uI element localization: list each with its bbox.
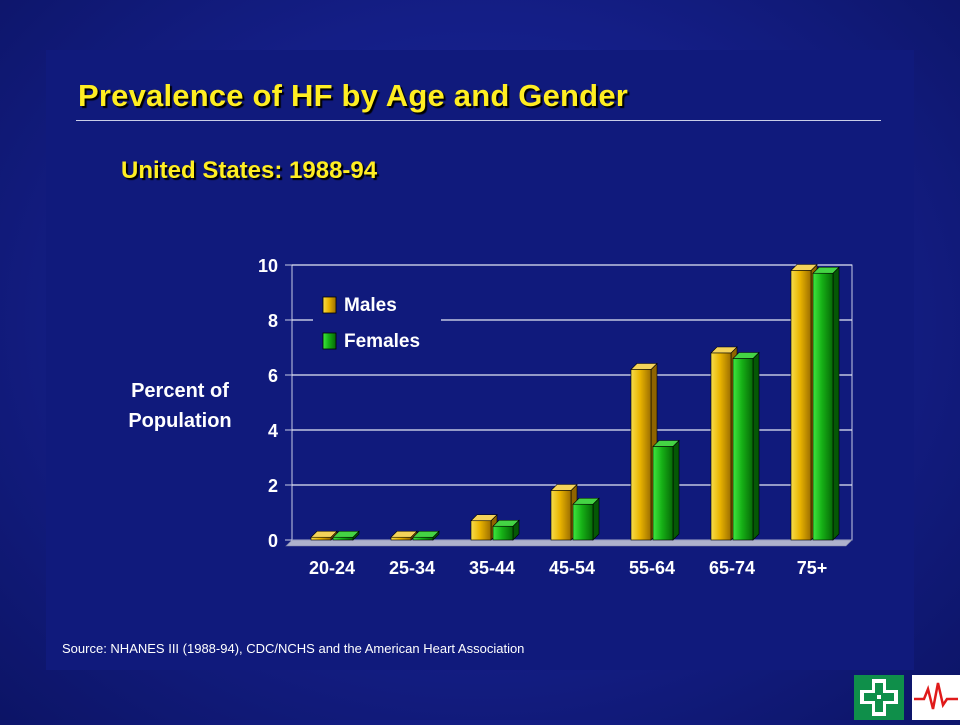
bar-front-face bbox=[332, 536, 354, 541]
bar-females-20-24 bbox=[332, 530, 360, 541]
x-tick-label-35-44: 35-44 bbox=[469, 558, 515, 578]
green-cross-emblem-icon bbox=[854, 675, 904, 720]
legend-label-females: Females bbox=[344, 331, 420, 352]
x-tick-label-45-54: 45-54 bbox=[549, 558, 595, 578]
y-tick-label: 0 bbox=[268, 531, 278, 551]
y-tick-label: 2 bbox=[268, 476, 278, 496]
bar-front-face bbox=[630, 369, 652, 541]
heartbeat-line-icon bbox=[912, 675, 960, 720]
x-tick-label-20-24: 20-24 bbox=[309, 558, 355, 578]
y-tick-label: 6 bbox=[268, 366, 278, 386]
bar-front-face bbox=[572, 503, 594, 541]
bar-females-65-74 bbox=[732, 351, 760, 541]
bar-front-face bbox=[492, 525, 514, 541]
x-tick-label-65-74: 65-74 bbox=[709, 558, 755, 578]
bar-front-face bbox=[710, 352, 732, 541]
x-tick-label-25-34: 25-34 bbox=[389, 558, 435, 578]
bar-females-35-44 bbox=[492, 519, 520, 541]
bar-females-75+ bbox=[812, 266, 840, 541]
legend-swatch-males bbox=[322, 296, 337, 314]
chart-floor bbox=[285, 539, 853, 547]
bar-males-20-24 bbox=[310, 530, 338, 541]
bar-females-55-64 bbox=[652, 439, 680, 541]
slide-subtitle: United States: 1988-94 bbox=[121, 157, 378, 184]
legend-swatch-females bbox=[322, 332, 337, 350]
y-tick-label: 4 bbox=[268, 421, 278, 441]
bar-side-face bbox=[592, 497, 600, 541]
y-axis-label-line-1: Percent of bbox=[131, 380, 229, 402]
title-divider bbox=[76, 120, 881, 121]
bar-side-face bbox=[832, 266, 840, 541]
bar-males-25-34 bbox=[390, 530, 418, 541]
bar-front-face bbox=[470, 520, 492, 541]
bar-front-face bbox=[812, 272, 834, 541]
bar-front-face bbox=[550, 490, 572, 541]
y-tick-label: 10 bbox=[258, 256, 278, 276]
bar-front-face bbox=[732, 358, 754, 541]
bar-front-face bbox=[652, 446, 674, 541]
legend-label-males: Males bbox=[344, 295, 397, 316]
slide-title: Prevalence of HF by Age and Gender bbox=[78, 78, 629, 113]
slide-panel bbox=[46, 50, 914, 670]
bar-front-face bbox=[310, 536, 332, 541]
bar-side-face bbox=[752, 351, 760, 541]
bar-side-face bbox=[672, 439, 680, 541]
source-note: Source: NHANES III (1988-94), CDC/NCHS a… bbox=[62, 641, 525, 656]
bar-front-face bbox=[412, 536, 434, 541]
y-tick-label: 8 bbox=[268, 311, 278, 331]
y-axis-label: Percent of Population bbox=[110, 376, 250, 436]
y-axis-label-line-2: Population bbox=[128, 410, 232, 432]
bar-front-face bbox=[390, 536, 412, 541]
bar-females-45-54 bbox=[572, 497, 600, 541]
bar-front-face bbox=[790, 270, 812, 541]
x-tick-label-75+: 75+ bbox=[797, 558, 828, 578]
x-tick-label-55-64: 55-64 bbox=[629, 558, 675, 578]
bar-females-25-34 bbox=[412, 530, 440, 541]
